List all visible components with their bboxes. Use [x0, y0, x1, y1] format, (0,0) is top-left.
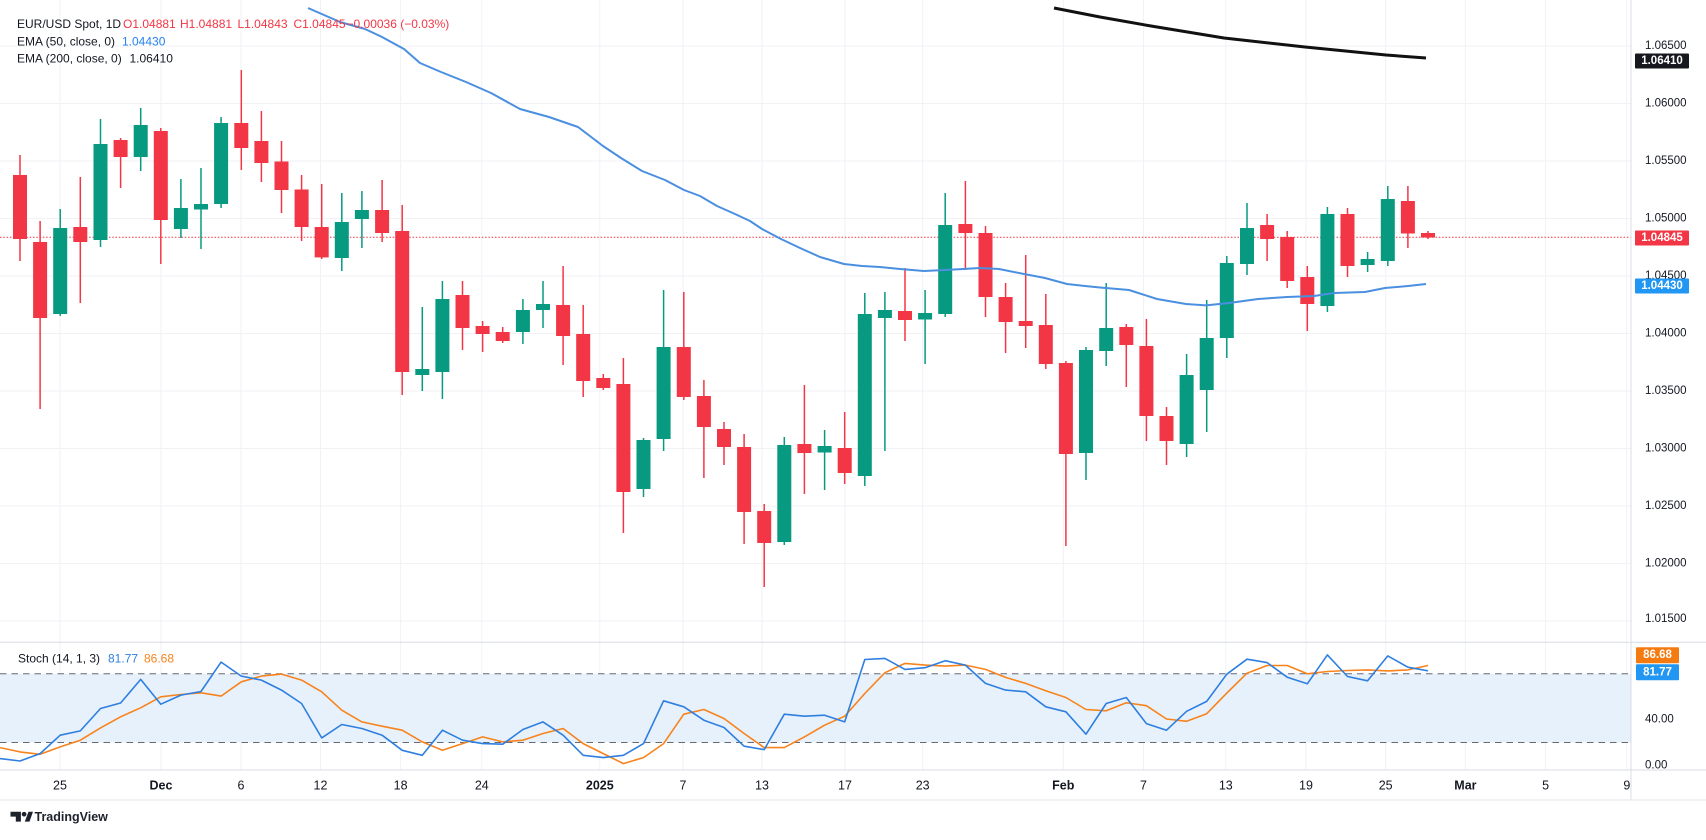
svg-text:6: 6 [238, 779, 245, 793]
svg-text:1.04000: 1.04000 [1645, 328, 1687, 340]
svg-text:EMA (50, close, 0): EMA (50, close, 0) [17, 34, 115, 48]
svg-text:H1.04881: H1.04881 [180, 17, 232, 31]
svg-text:EMA (200, close, 0): EMA (200, close, 0) [17, 52, 122, 66]
svg-text:C1.04845: C1.04845 [294, 17, 346, 31]
svg-text:Feb: Feb [1052, 779, 1075, 793]
svg-text:13: 13 [755, 779, 769, 793]
svg-text:40.00: 40.00 [1645, 714, 1674, 726]
svg-text:1.04430: 1.04430 [122, 34, 166, 48]
svg-text:1.01500: 1.01500 [1645, 613, 1687, 625]
svg-text:1.06500: 1.06500 [1645, 40, 1687, 52]
svg-text:17: 17 [838, 779, 852, 793]
svg-text:TradingView: TradingView [35, 810, 109, 824]
svg-text:Mar: Mar [1454, 779, 1476, 793]
svg-text:0.00: 0.00 [1645, 759, 1667, 771]
svg-text:1.06410: 1.06410 [130, 52, 174, 66]
svg-text:1.03500: 1.03500 [1645, 385, 1687, 397]
svg-text:1.06410: 1.06410 [1641, 55, 1683, 67]
svg-text:24: 24 [475, 779, 489, 793]
svg-text:−0.00036 (−0.03%): −0.00036 (−0.03%) [347, 17, 450, 31]
svg-text:12: 12 [314, 779, 328, 793]
svg-text:81.77: 81.77 [108, 651, 138, 665]
svg-text:Stoch (14, 1, 3): Stoch (14, 1, 3) [18, 651, 100, 665]
svg-text:13: 13 [1219, 779, 1233, 793]
svg-text:Dec: Dec [150, 779, 173, 793]
svg-text:EUR/USD Spot, 1D: EUR/USD Spot, 1D [17, 17, 121, 31]
svg-text:1.05000: 1.05000 [1645, 213, 1687, 225]
svg-text:1.03000: 1.03000 [1645, 443, 1687, 455]
svg-text:18: 18 [394, 779, 408, 793]
svg-text:2025: 2025 [586, 779, 614, 793]
svg-text:1.06000: 1.06000 [1645, 98, 1687, 110]
svg-text:7: 7 [1140, 779, 1147, 793]
svg-text:1.02500: 1.02500 [1645, 500, 1687, 512]
svg-text:1.04430: 1.04430 [1641, 280, 1683, 292]
svg-text:9: 9 [1623, 779, 1630, 793]
svg-text:25: 25 [1379, 779, 1393, 793]
svg-text:1.05500: 1.05500 [1645, 155, 1687, 167]
svg-text:1.04845: 1.04845 [1641, 232, 1683, 244]
svg-text:1.02000: 1.02000 [1645, 558, 1687, 570]
svg-text:86.68: 86.68 [1643, 649, 1672, 661]
svg-text:23: 23 [916, 779, 930, 793]
svg-text:O1.04881: O1.04881 [123, 17, 176, 31]
svg-text:L1.04843: L1.04843 [238, 17, 288, 31]
svg-text:7: 7 [680, 779, 687, 793]
svg-text:5: 5 [1542, 779, 1549, 793]
svg-text:19: 19 [1299, 779, 1313, 793]
svg-text:81.77: 81.77 [1643, 666, 1672, 678]
svg-text:25: 25 [53, 779, 67, 793]
svg-text:86.68: 86.68 [144, 651, 174, 665]
